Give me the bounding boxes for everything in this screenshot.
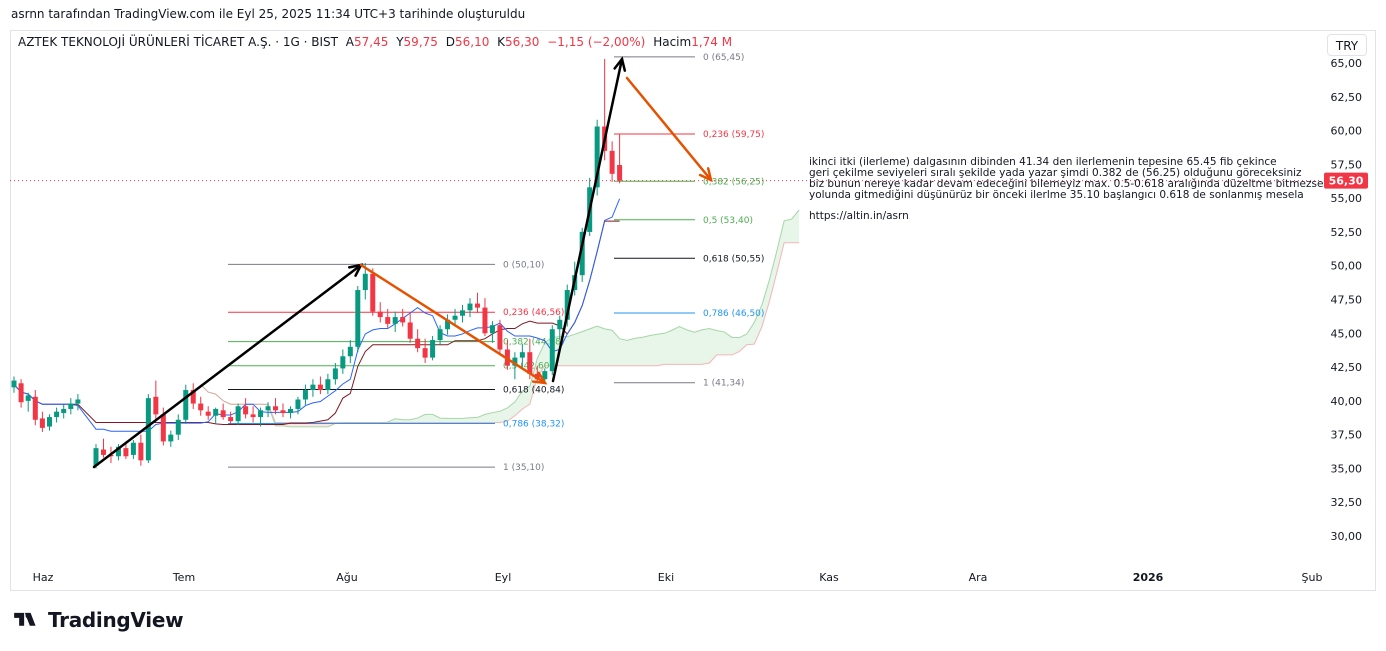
- annotation-url: https://altin.in/asrn: [809, 210, 909, 222]
- symbol-name[interactable]: AZTEK TEKNOLOJİ ÜRÜNLERİ TİCARET A.Ş. · …: [18, 35, 338, 49]
- tradingview-logo-text: TradingView: [48, 608, 184, 632]
- open-label: A: [345, 35, 355, 49]
- chart-frame: [10, 30, 1376, 591]
- high-number: 59,75: [403, 35, 438, 49]
- annotation-line: ikinci itki (ilerleme) dalgasının dibind…: [809, 156, 1277, 168]
- low-value: D56,10: [446, 35, 490, 49]
- open-number: 57,45: [354, 35, 389, 49]
- annotation-line: yolunda gitmediğini düşünürüz bir önceki…: [809, 189, 1304, 201]
- chart-annotation: ikinci itki (ilerleme) dalgasının dibind…: [809, 156, 1324, 222]
- tradingview-logo[interactable]: TradingView: [12, 608, 184, 632]
- created-by-caption: asrnn tarafından TradingView.com ile Eyl…: [11, 7, 526, 21]
- low-number: 56,10: [454, 35, 490, 49]
- low-label: D: [445, 35, 455, 49]
- close-label: K: [497, 35, 506, 49]
- open-value: A57,45: [346, 35, 389, 49]
- high-value: Y59,75: [396, 35, 438, 49]
- symbol-legend[interactable]: AZTEK TEKNOLOJİ ÜRÜNLERİ TİCARET A.Ş. · …: [18, 35, 736, 49]
- currency-button[interactable]: TRY: [1327, 34, 1367, 56]
- change-value: −1,15 (−2,00%): [547, 35, 646, 49]
- high-label: Y: [396, 35, 404, 49]
- volume-label: Hacim: [653, 35, 692, 49]
- close-value: K56,30: [497, 35, 539, 49]
- annotation-line: geri çekilme seviyeleri sıralı şekilde y…: [809, 167, 1302, 179]
- close-number: 56,30: [505, 35, 540, 49]
- annotation-line: biz bunun nereye kadar devam edeceğini b…: [809, 178, 1324, 190]
- volume-number: 1,74 M: [691, 35, 733, 49]
- tradingview-logo-icon: [14, 612, 36, 626]
- volume-value: Hacim1,74 M: [653, 35, 732, 49]
